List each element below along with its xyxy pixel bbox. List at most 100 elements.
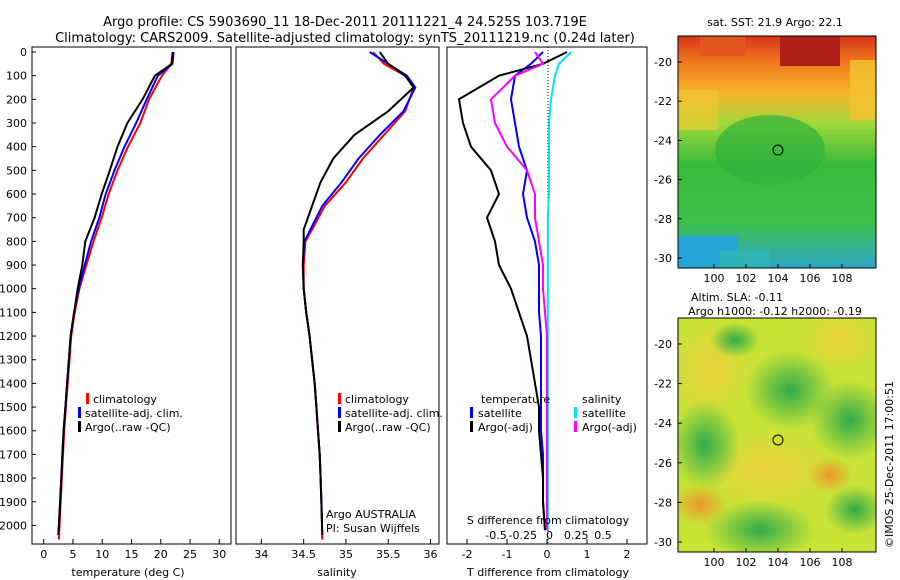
temperature-legend: climatology satellite-adj. clim. Argo(..… bbox=[78, 393, 183, 434]
lat-tick-label: -20 bbox=[654, 338, 672, 351]
depth-tick-label: 1400 bbox=[0, 377, 27, 390]
lon-tick-label: 102 bbox=[736, 272, 757, 285]
credit-pi: PI: Susan Wijffels bbox=[326, 522, 420, 535]
depth-axis: 0 100 200 300 400 500 600 700 800 900 1000 1100 1200… bbox=[0, 46, 36, 532]
sla-map-frame bbox=[677, 317, 877, 553]
sla-field bbox=[678, 318, 876, 552]
lat-tick-label: -26 bbox=[654, 457, 672, 470]
depth-tick-label: 1300 bbox=[0, 354, 27, 367]
sla-map-title-line1: Altim. SLA: -0.11 bbox=[691, 291, 783, 304]
x-tick-label: 35 bbox=[339, 548, 353, 561]
depth-tick-label: 300 bbox=[6, 117, 27, 130]
depth-tick-label: 1700 bbox=[0, 448, 27, 461]
lon-tick-label: 104 bbox=[768, 272, 789, 285]
series-line bbox=[301, 51, 415, 535]
x-tick-label: 35.5 bbox=[376, 548, 401, 561]
lon-tick-label: 102 bbox=[736, 556, 757, 569]
series-line bbox=[457, 51, 568, 531]
depth-tick-label: 200 bbox=[6, 93, 27, 106]
difference-profiles bbox=[457, 51, 572, 531]
x-tick-label: 34.5 bbox=[291, 548, 316, 561]
secondary-tick-label: 0 bbox=[546, 529, 553, 542]
sst-map: sat. SST: 21.9 Argo: 22.1 -20-22-24-26-2… bbox=[654, 16, 877, 285]
credit-program: Argo AUSTRALIA bbox=[326, 508, 416, 521]
series-line bbox=[509, 51, 546, 531]
sla-lat-axis: -20 -22 -24 -26 -28 -30 bbox=[654, 338, 682, 549]
depth-tick-label: 400 bbox=[6, 141, 27, 154]
depth-tick-label: 2000 bbox=[0, 519, 27, 532]
salinity-legend: climatology satellite-adj. clim. Argo(..… bbox=[338, 393, 443, 434]
legend-label-climatology: climatology bbox=[93, 393, 157, 406]
secondary-tick-label: -0.5 bbox=[485, 529, 506, 542]
sla-map: Altim. SLA: -0.11 Argo h1000: -0.12 h200… bbox=[654, 291, 877, 569]
float-position-marker bbox=[772, 144, 784, 156]
depth-tick-label: 600 bbox=[6, 188, 27, 201]
depth-tick-label: 0 bbox=[20, 46, 27, 59]
lon-tick-label: 100 bbox=[704, 556, 725, 569]
legend-label-climatology: climatology bbox=[345, 393, 409, 406]
depth-tick-label: 1100 bbox=[0, 306, 27, 319]
figure-title-line1: Argo profile: CS 5903690_11 18-Dec-2011 … bbox=[103, 15, 587, 30]
sst-map-title: sat. SST: 21.9 Argo: 22.1 bbox=[707, 16, 843, 29]
depth-tick-label: 1000 bbox=[0, 283, 27, 296]
salinity-axis-label: salinity bbox=[317, 566, 357, 579]
legend-label-argo: Argo(..raw -QC) bbox=[85, 421, 171, 434]
lat-tick-label: -28 bbox=[654, 213, 672, 226]
lat-tick-label: -26 bbox=[654, 174, 672, 187]
lat-tick-label: -20 bbox=[654, 56, 672, 69]
x-tick-label: 30 bbox=[212, 548, 226, 561]
sst-map-frame bbox=[677, 35, 877, 269]
legend-swatch-temp-satellite bbox=[470, 407, 473, 418]
legend-swatch-satellite-adj bbox=[78, 407, 81, 418]
depth-tick-label: 1900 bbox=[0, 496, 27, 509]
lat-tick-label: -30 bbox=[654, 536, 672, 549]
series-line bbox=[57, 51, 175, 535]
salinity-axes-frame bbox=[235, 46, 440, 545]
legend-temperature-title: temperature bbox=[481, 393, 550, 406]
lon-tick-label: 108 bbox=[832, 272, 853, 285]
depth-tick-label: 1200 bbox=[0, 330, 27, 343]
lat-tick-label: -24 bbox=[654, 417, 672, 430]
salinity-profiles bbox=[301, 51, 417, 540]
legend-salinity-title: salinity bbox=[582, 393, 622, 406]
temperature-axis-label: temperature (deg C) bbox=[71, 566, 184, 579]
lat-tick-label: -28 bbox=[654, 496, 672, 509]
secondary-tick-label: -0.25 bbox=[509, 529, 537, 542]
temperature-profiles bbox=[57, 51, 175, 540]
x-tick-label: 1 bbox=[584, 548, 591, 561]
figure-title-line2: Climatology: CARS2009. Satellite-adjuste… bbox=[55, 31, 635, 46]
secondary-tick-label: 0.25 bbox=[564, 529, 589, 542]
depth-tick-label: 1500 bbox=[0, 401, 27, 414]
depth-tick-label: 800 bbox=[6, 235, 27, 248]
legend-label-satellite-adj: satellite-adj. clim. bbox=[85, 407, 183, 420]
depth-tick-label: 500 bbox=[6, 164, 27, 177]
x-tick-label: 10 bbox=[95, 548, 109, 561]
x-tick-label: 5 bbox=[69, 548, 76, 561]
lon-tick-label: 104 bbox=[768, 556, 789, 569]
s-difference-axis-label: S difference from climatology bbox=[467, 514, 630, 527]
depth-tick-label: 900 bbox=[6, 259, 27, 272]
lon-tick-label: 106 bbox=[800, 556, 821, 569]
temperature-panel: 0100200300400500600700800900100011001200… bbox=[0, 46, 232, 579]
sla-lon-axis: 100 102 104 106 108 bbox=[704, 548, 853, 569]
x-tick-label: -2 bbox=[462, 548, 473, 561]
salinity-difference-scale: -0.5 -0.25 0 0.25 0.5 bbox=[485, 529, 611, 542]
x-tick-label: 15 bbox=[125, 548, 139, 561]
secondary-tick-label: 0.5 bbox=[594, 529, 612, 542]
legend-label-sal-satellite: satellite bbox=[582, 407, 626, 420]
x-tick-label: 25 bbox=[183, 548, 197, 561]
difference-legend: temperature satellite Argo(-adj) salinit… bbox=[470, 393, 637, 434]
legend-swatch-climatology bbox=[338, 393, 341, 404]
depth-tick-label: 700 bbox=[6, 212, 27, 225]
legend-swatch-sal-argo bbox=[574, 421, 577, 432]
legend-label-satellite-adj: satellite-adj. clim. bbox=[345, 407, 443, 420]
legend-label-temp-satellite: satellite bbox=[478, 407, 522, 420]
sst-field bbox=[678, 36, 876, 268]
series-line bbox=[489, 51, 548, 531]
legend-swatch-satellite-adj bbox=[338, 407, 341, 418]
lon-tick-label: 106 bbox=[800, 272, 821, 285]
legend-label-argo: Argo(..raw -QC) bbox=[345, 421, 431, 434]
x-tick-label: 20 bbox=[154, 548, 168, 561]
difference-x-axis: -2 -1 0 1 2 bbox=[462, 539, 631, 561]
